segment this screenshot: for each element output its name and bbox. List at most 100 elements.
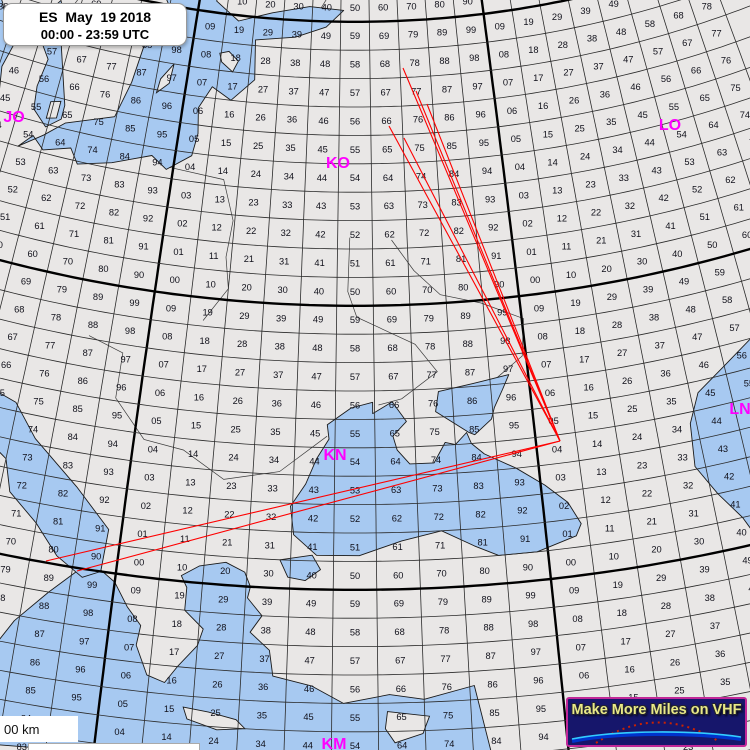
grid-square-label: 32 (281, 228, 291, 238)
grid-square-label: 06 (507, 106, 517, 116)
grid-square-label: 45 (705, 388, 715, 398)
grid-square-label: 84 (120, 152, 130, 162)
grid-square-label: 31 (279, 257, 289, 267)
grid-square-label: 67 (77, 55, 87, 65)
grid-square-label: 80 (458, 283, 468, 293)
grid-square-label: 06 (545, 388, 555, 398)
grid-square-label: 14 (161, 732, 171, 742)
grid-square-label: 74 (740, 110, 750, 120)
grid-parallel-40N (0, 543, 750, 591)
grid-square-label: 23 (585, 180, 595, 190)
grid-square-label: 10 (609, 552, 619, 562)
grid-square-label: 14 (592, 439, 602, 449)
grid-square-label: 49 (321, 31, 331, 41)
grid-square-label: 27 (235, 368, 245, 378)
grid-square-label: 47 (311, 372, 321, 382)
grid-parallel-41N (0, 515, 750, 562)
grid-square-label: 57 (350, 88, 360, 98)
grid-square-label: 43 (652, 165, 662, 175)
grid-parallel-48N (0, 308, 750, 363)
grid-square-label: 24 (228, 453, 238, 463)
qso-path-line (415, 90, 561, 442)
grid-square-label: 32 (266, 512, 276, 522)
grid-square-label: 78 (51, 313, 61, 323)
grid-square-label: 87 (83, 348, 93, 358)
grid-square-label: 41 (314, 258, 324, 268)
grid-square-label: 48 (312, 343, 322, 353)
grid-square-label: 78 (410, 58, 420, 68)
grid-square-label: 44 (303, 741, 313, 750)
grid-square-label: 60 (28, 249, 38, 259)
logo-horizon-light (571, 731, 742, 740)
field-label-KN: KN (323, 447, 346, 464)
grid-square-label: 08 (499, 50, 509, 60)
grid-square-label: 36 (258, 682, 268, 692)
grid-square-label: 85 (447, 141, 457, 151)
grid-square-label: 70 (406, 1, 416, 11)
grid-square-label: 23 (248, 198, 258, 208)
grid-meridian-14E (0, 0, 113, 490)
grid-square-label: 08 (162, 332, 172, 342)
grid-meridian-36E (424, 0, 474, 750)
grid-square-label: 35 (720, 677, 730, 687)
grid-square-label: 28 (260, 56, 270, 66)
grid-square-label: 54 (350, 741, 360, 750)
grid-square-label: 88 (439, 56, 449, 66)
grid-square-label: 22 (224, 509, 234, 519)
grid-square-label: 20 (651, 545, 661, 555)
grid-square-label: 21 (244, 254, 254, 264)
grid-square-label: 16 (584, 383, 594, 393)
grid-parallel-60N (137, 0, 573, 23)
grid-square-label: 21 (647, 517, 657, 527)
grid-square-label: 66 (381, 116, 391, 126)
grid-meridian-40E (480, 0, 570, 750)
danube-river (88, 335, 328, 480)
grid-square-label: 54 (350, 457, 360, 467)
grid-square-label: 11 (180, 534, 190, 544)
grid-square-label: 85 (489, 708, 499, 718)
grid-meridian-20E (92, 0, 201, 750)
grid-square-label: 02 (141, 501, 151, 511)
grid-meridian-18E (45, 0, 172, 750)
grid-square-label: 49 (609, 0, 619, 9)
grid-square-label: 19 (570, 298, 580, 308)
grid-square-label: 91 (138, 242, 148, 252)
grid-square-label: 26 (622, 376, 632, 386)
grid-square-label: 16 (166, 676, 176, 686)
grid-square-label: 95 (509, 421, 519, 431)
grid-square-label: 30 (278, 285, 288, 295)
scale-bar: 00 km (0, 716, 78, 742)
grid-square-label: 06 (193, 106, 203, 116)
grid-square-label: 25 (575, 124, 585, 134)
grid-square-label: 18 (200, 336, 210, 346)
grid-square-label: 97 (503, 364, 513, 374)
grid-square-label: 22 (642, 488, 652, 498)
grid-square-label: 69 (21, 277, 31, 287)
grid-parallel-42N (0, 485, 750, 534)
grid-square-label: 58 (722, 295, 732, 305)
grid-square-label: 06 (579, 671, 589, 681)
grid-square-label: 63 (391, 485, 401, 495)
grid-square-label: 04 (114, 727, 124, 737)
grid-square-label: 45 (0, 93, 10, 103)
grid-square-label: 68 (394, 627, 404, 637)
grid-square-label: 54 (23, 129, 33, 139)
grid-square-label: 96 (476, 110, 486, 120)
grid-square-label: 00 (530, 275, 540, 285)
grid-square-label: 08 (201, 50, 211, 60)
grid-square-label: 44 (309, 457, 319, 467)
grid-square-label: 32 (625, 201, 635, 211)
island-saaremaa (219, 50, 239, 73)
grid-square-label: 46 (318, 116, 328, 126)
grid-square-label: 50 (350, 287, 360, 297)
grid-square-label: 86 (487, 679, 497, 689)
grid-square-label: 10 (177, 562, 187, 572)
grid-square-label: 62 (725, 175, 735, 185)
grid-square-label: 36 (600, 89, 610, 99)
qso-path-line (76, 440, 561, 572)
grid-square-label: 25 (231, 424, 241, 434)
grid-square-label: 76 (442, 682, 452, 692)
grid-square-label: 81 (478, 538, 488, 548)
grid-square-label: 46 (9, 65, 19, 75)
grid-square-label: 34 (612, 145, 622, 155)
